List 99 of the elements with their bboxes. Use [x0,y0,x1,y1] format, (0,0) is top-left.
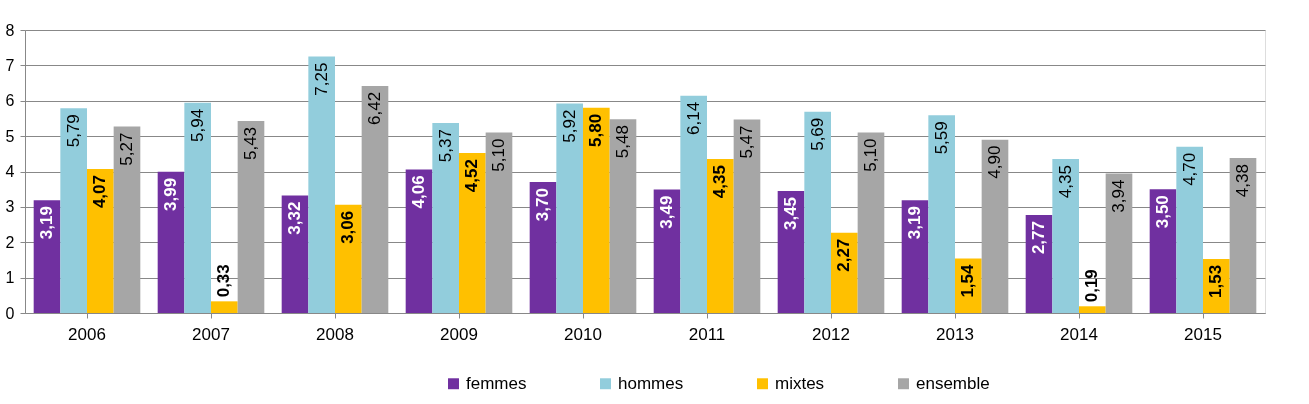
bar [1105,173,1133,313]
x-tick-label: 2013 [936,324,974,344]
data-label: 4,07 [90,175,110,209]
bar [33,200,61,313]
data-label: 5,10 [488,138,508,172]
data-label: 2,27 [834,238,854,272]
y-tick-label: 0 [5,304,15,322]
data-label: 5,48 [612,125,632,159]
bar [87,169,114,313]
x-tick-label: 2011 [688,324,726,344]
bar [459,153,486,313]
bar [405,169,433,313]
bar [1025,215,1053,313]
bar [609,119,637,313]
data-label: 4,06 [409,175,429,209]
y-tick-label: 5 [5,127,15,145]
bar [60,108,87,313]
data-label: 3,70 [533,188,553,222]
legend-label: ensemble [916,373,990,393]
data-label: 5,79 [63,114,83,148]
bar [680,95,707,313]
bar [157,171,185,313]
bar [556,103,583,313]
bar [211,301,238,313]
bar [184,102,211,313]
data-label: 3,94 [1108,179,1128,213]
y-tick-label: 4 [5,163,15,180]
data-label: 5,10 [860,138,880,172]
y-tick-label: 6 [5,92,15,110]
x-tick-label: 2007 [192,324,230,344]
data-label: 2,77 [1029,221,1049,255]
bar [1149,189,1177,313]
bar [1052,159,1079,313]
bar [237,120,265,313]
data-label: 0,33 [214,264,234,298]
data-label: 3,50 [1153,195,1173,229]
bar [777,190,805,313]
bar [335,204,362,313]
bar [901,200,929,313]
data-label: 7,25 [311,62,331,96]
data-label: 4,35 [710,165,730,199]
y-tick-label: 2 [5,233,15,251]
data-label: 5,47 [736,125,756,159]
data-label: 4,52 [462,159,482,193]
legend-label: femmes [466,373,527,393]
data-label: 5,59 [931,121,951,155]
bar [928,115,955,313]
data-label: 4,90 [984,145,1004,179]
data-label: 1,54 [958,263,978,298]
bar [308,56,335,313]
data-label: 4,35 [1055,165,1075,199]
bar [432,123,459,313]
legend-label: mixtes [775,373,825,393]
bar [583,107,610,313]
data-label: 5,94 [187,108,207,142]
data-label: 3,49 [657,195,677,229]
data-label: 0,19 [1082,269,1102,303]
x-tick-label: 2009 [440,324,478,344]
bar [1229,158,1257,313]
data-label: 5,37 [435,129,455,163]
data-label: 4,70 [1179,152,1199,186]
data-label: 4,38 [1232,164,1252,198]
bar [831,232,858,313]
data-label: 3,19 [905,206,925,240]
legend-label: hommes [618,373,684,393]
bar [857,132,885,313]
x-tick-label: 2015 [1184,324,1222,344]
data-label: 3,32 [285,201,305,235]
x-tick-label: 2014 [1060,324,1098,344]
x-tick-label: 2008 [316,324,354,344]
bar [981,139,1009,313]
data-label: 1,53 [1206,264,1226,298]
data-label: 5,80 [586,113,606,147]
data-label: 5,69 [807,117,827,151]
bar [1176,146,1203,313]
bar [529,182,557,313]
x-tick-label: 2006 [68,324,106,344]
data-label: 5,92 [559,109,579,143]
data-label: 5,43 [240,126,260,161]
bar [804,111,831,313]
y-tick-label: 7 [5,56,15,74]
data-label: 3,19 [37,206,57,240]
x-tick-label: 2012 [812,324,850,344]
data-label: 6,42 [364,91,384,125]
bar [113,126,141,313]
data-label: 6,14 [683,101,703,135]
bar [1079,306,1106,313]
data-label: 5,27 [116,132,136,166]
data-label: 3,45 [781,196,801,231]
y-tick-label: 3 [5,198,15,216]
data-label: 3,99 [161,177,181,211]
bar [361,85,389,313]
y-tick-label: 1 [5,269,15,287]
bar [485,132,513,313]
y-tick-label: 8 [5,21,15,39]
data-label: 3,06 [338,210,358,244]
x-tick-label: 2010 [564,324,602,344]
bar [707,159,734,313]
bar [733,119,761,313]
